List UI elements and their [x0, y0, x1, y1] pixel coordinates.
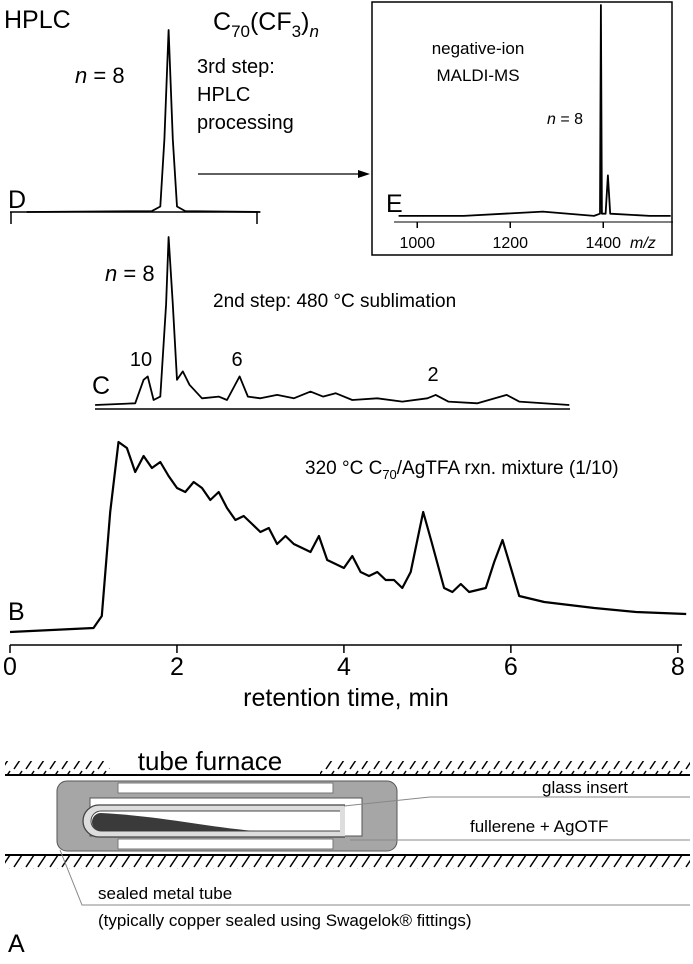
label: fullerene + AgOTF — [470, 817, 608, 836]
arrow-head — [358, 170, 370, 178]
hatch — [320, 761, 690, 775]
annotation: n = 8 — [547, 111, 583, 128]
tube-wall — [117, 782, 334, 794]
peak-label: 6 — [231, 349, 242, 371]
annotation-part: = 8 — [87, 63, 124, 88]
annotation: n = 8 — [105, 261, 155, 286]
annotation: 3rd step: — [197, 56, 275, 78]
x-axis-label: m/z — [630, 235, 656, 252]
formula-part: (CF — [250, 8, 292, 36]
leader-line — [59, 849, 690, 906]
trace — [26, 29, 261, 213]
trace — [398, 4, 671, 217]
formula-part: ) — [301, 8, 309, 36]
annotation-part: n — [105, 261, 117, 286]
fullerene-charge — [92, 813, 255, 831]
annotation: negative-ion — [432, 39, 525, 58]
peak-label: 10 — [130, 349, 152, 371]
panel-label: D — [8, 186, 26, 214]
annotation-part: /AgTFA rxn. mixture (1/10) — [397, 458, 619, 479]
tube-wall — [117, 838, 334, 850]
label: (typically copper sealed using Swagelok®… — [98, 911, 472, 930]
trace — [9, 440, 687, 634]
x-tick-label: 1400 — [585, 235, 621, 252]
formula: C70(CF3)n — [213, 8, 319, 41]
annotation-sub: 70 — [382, 467, 396, 482]
formula-sub: 3 — [292, 22, 301, 41]
annotation: MALDI-MS — [436, 66, 519, 85]
label: sealed metal tube — [98, 884, 232, 903]
x-tick-label: 1000 — [399, 235, 435, 252]
trace — [95, 236, 570, 406]
peak-label: 2 — [427, 364, 438, 386]
x-axis-label: retention time, min — [243, 684, 449, 712]
inset-frame — [371, 1, 673, 256]
panel-label: B — [8, 598, 25, 626]
hatch — [5, 855, 690, 869]
annotation: processing — [197, 112, 294, 134]
x-tick-label: 6 — [504, 653, 518, 681]
annotation: HPLC — [4, 6, 71, 34]
annotation: HPLC — [197, 84, 250, 106]
x-tick-label: 4 — [337, 653, 351, 681]
x-tick-label: 1200 — [492, 235, 528, 252]
annotation-part: 320 °C C — [305, 458, 382, 479]
leader-line — [343, 796, 690, 807]
x-tick-label: 2 — [170, 653, 184, 681]
panel-label: E — [386, 190, 403, 218]
formula-part: C — [213, 8, 231, 36]
annotation-part: n — [75, 63, 87, 88]
label: glass insert — [542, 778, 628, 797]
label: tube furnace — [138, 746, 283, 776]
annotation-part: n — [547, 111, 556, 128]
hatch — [5, 761, 110, 775]
annotation: n = 8 — [75, 63, 125, 88]
annotation: 2nd step: 480 °C sublimation — [213, 291, 456, 312]
formula-sub: 70 — [231, 22, 250, 41]
formula-sub: n — [309, 22, 318, 41]
panel-label: C — [92, 372, 110, 400]
annotation-part: = 8 — [117, 261, 154, 286]
annotation-part: = 8 — [556, 111, 583, 128]
x-tick-label: 8 — [671, 653, 685, 681]
panel-label: A — [8, 930, 25, 958]
x-tick-label: 0 — [3, 653, 17, 681]
annotation: 320 °C C70/AgTFA rxn. mixture (1/10) — [305, 458, 619, 482]
